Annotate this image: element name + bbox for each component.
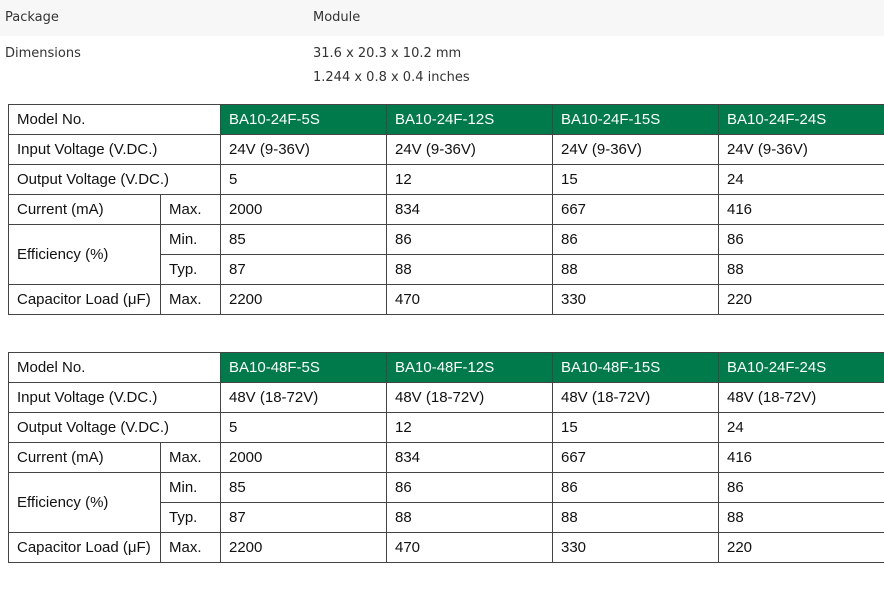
table-cell: 24V (9-36V) (552, 134, 719, 165)
table-cell: 416 (718, 194, 884, 225)
table-cell: Current (mA) (8, 442, 161, 473)
table-cell: 834 (386, 194, 553, 225)
table-cell: 667 (552, 442, 719, 473)
table-cell: Output Voltage (V.DC.) (8, 412, 221, 443)
table-cell: Typ. (160, 502, 221, 533)
spec-row-dimensions: Dimensions 31.6 x 20.3 x 10.2 mm 1.244 x… (0, 36, 884, 96)
spec-value-inches: 1.244 x 0.8 x 0.4 inches (313, 70, 470, 85)
table-row-input: Input Voltage (V.DC.) 48V (18-72V) 48V (18… (8, 382, 884, 413)
table-row-eff-min: Efficiency (%) Min. 85 86 86 86 (8, 224, 884, 285)
table-row-output: Output Voltage (V.DC.) 5 12 15 24 (8, 164, 884, 195)
table-cell: 667 (552, 194, 719, 225)
table-cell: 2000 (220, 194, 387, 225)
table-cell: 48V (18-72V) (552, 382, 719, 413)
table-cell: 86 (552, 472, 719, 503)
table-cell: Capacitor Load (μF) (8, 532, 161, 563)
table-row-current: Current (mA) Max. 2000 834 667 416 (8, 194, 884, 225)
table-cell: 834 (386, 442, 553, 473)
table-cell: 86 (386, 472, 553, 503)
table-cell: Efficiency (%) (8, 224, 161, 285)
table-cell: BA10-24F-24S (718, 104, 884, 135)
table-cell: 15 (552, 164, 719, 195)
spec-label: Package (5, 10, 59, 25)
table-cell: 470 (386, 284, 553, 315)
table-cell: 87 (220, 254, 387, 285)
table-cell: 88 (552, 502, 719, 533)
table-cell: BA10-24F-12S (386, 104, 553, 135)
table-cell: 85 (220, 472, 387, 503)
table-cell: 24V (9-36V) (220, 134, 387, 165)
table-row-model: Model No. BA10-24F-5S BA10-24F-12S BA10-24F… (8, 104, 884, 135)
table-cell: 24V (9-36V) (718, 134, 884, 165)
table-row-model: Model No. BA10-48F-5S BA10-48F-12S BA10-48F… (8, 352, 884, 383)
table-cell: 86 (718, 224, 884, 255)
table-cell: BA10-24F-24S (718, 352, 884, 383)
table-cell: 48V (18-72V) (386, 382, 553, 413)
table-cell: 2200 (220, 284, 387, 315)
table-row-eff-typ: Typ. 87 88 88 88 (9, 502, 884, 533)
table-cell: 85 (220, 224, 387, 255)
table-cell: 88 (386, 254, 553, 285)
table-cell: Model No. (8, 104, 221, 135)
table-cell: 220 (718, 532, 884, 563)
table-row-output: Output Voltage (V.DC.) 5 12 15 24 (8, 412, 884, 443)
table-cell: 220 (718, 284, 884, 315)
table-cell: 15 (552, 412, 719, 443)
table-cell: 88 (552, 254, 719, 285)
table-cell: 2000 (220, 442, 387, 473)
table-cell: BA10-48F-12S (386, 352, 553, 383)
table-cell: 12 (386, 164, 553, 195)
table-cell: 416 (718, 442, 884, 473)
table-cell: Min. (160, 224, 221, 255)
table-cell: 2200 (220, 532, 387, 563)
table-row-eff-min: Efficiency (%) Min. 85 86 86 86 (8, 472, 884, 533)
table-row-eff-typ: Typ. 87 88 88 88 (9, 254, 884, 285)
table-cell: 330 (552, 284, 719, 315)
table-cell: Model No. (8, 352, 221, 383)
table-cell: 24 (718, 412, 884, 443)
table-cell: 88 (718, 502, 884, 533)
table-cell: 330 (552, 532, 719, 563)
spec-table-24v: Model No. BA10-24F-5S BA10-24F-12S BA10-24F… (8, 104, 884, 315)
spec-row-package: Package Module (0, 0, 884, 36)
table-cell: 88 (386, 502, 553, 533)
table-cell: 5 (220, 412, 387, 443)
table-cell: 12 (386, 412, 553, 443)
spec-value-mm: 31.6 x 20.3 x 10.2 mm (313, 46, 462, 61)
spec-value: Module (313, 10, 361, 25)
table-cell: Max. (160, 442, 221, 473)
table-row-current: Current (mA) Max. 2000 834 667 416 (8, 442, 884, 473)
table-cell: 48V (18-72V) (718, 382, 884, 413)
table-cell: 24 (718, 164, 884, 195)
table-cell: Current (mA) (8, 194, 161, 225)
table-cell: BA10-24F-15S (552, 104, 719, 135)
table-row-capacitor: Capacitor Load (μF) Max. 2200 470 330 220 (8, 284, 884, 315)
table-cell: 86 (552, 224, 719, 255)
table-cell: BA10-24F-5S (220, 104, 387, 135)
table-cell: 48V (18-72V) (220, 382, 387, 413)
table-cell: 86 (718, 472, 884, 503)
table-cell: 86 (386, 224, 553, 255)
table-cell: 88 (718, 254, 884, 285)
table-cell: 24V (9-36V) (386, 134, 553, 165)
table-cell: BA10-48F-5S (220, 352, 387, 383)
table-cell: Output Voltage (V.DC.) (8, 164, 221, 195)
table-cell: Input Voltage (V.DC.) (8, 382, 221, 413)
table-cell: Capacitor Load (μF) (8, 284, 161, 315)
table-cell: Max. (160, 532, 221, 563)
table-row-input: Input Voltage (V.DC.) 24V (9-36V) 24V (9-3… (8, 134, 884, 165)
spec-table-48v: Model No. BA10-48F-5S BA10-48F-12S BA10-48F… (8, 352, 884, 563)
spec-label: Dimensions (5, 46, 81, 61)
table-cell: 87 (220, 502, 387, 533)
table-cell: Min. (160, 472, 221, 503)
table-cell: Typ. (160, 254, 221, 285)
table-cell: Efficiency (%) (8, 472, 161, 533)
table-cell: Max. (160, 284, 221, 315)
table-cell: 470 (386, 532, 553, 563)
table-cell: Max. (160, 194, 221, 225)
table-row-capacitor: Capacitor Load (μF) Max. 2200 470 330 220 (8, 532, 884, 563)
table-cell: 5 (220, 164, 387, 195)
table-cell: Input Voltage (V.DC.) (8, 134, 221, 165)
table-cell: BA10-48F-15S (552, 352, 719, 383)
